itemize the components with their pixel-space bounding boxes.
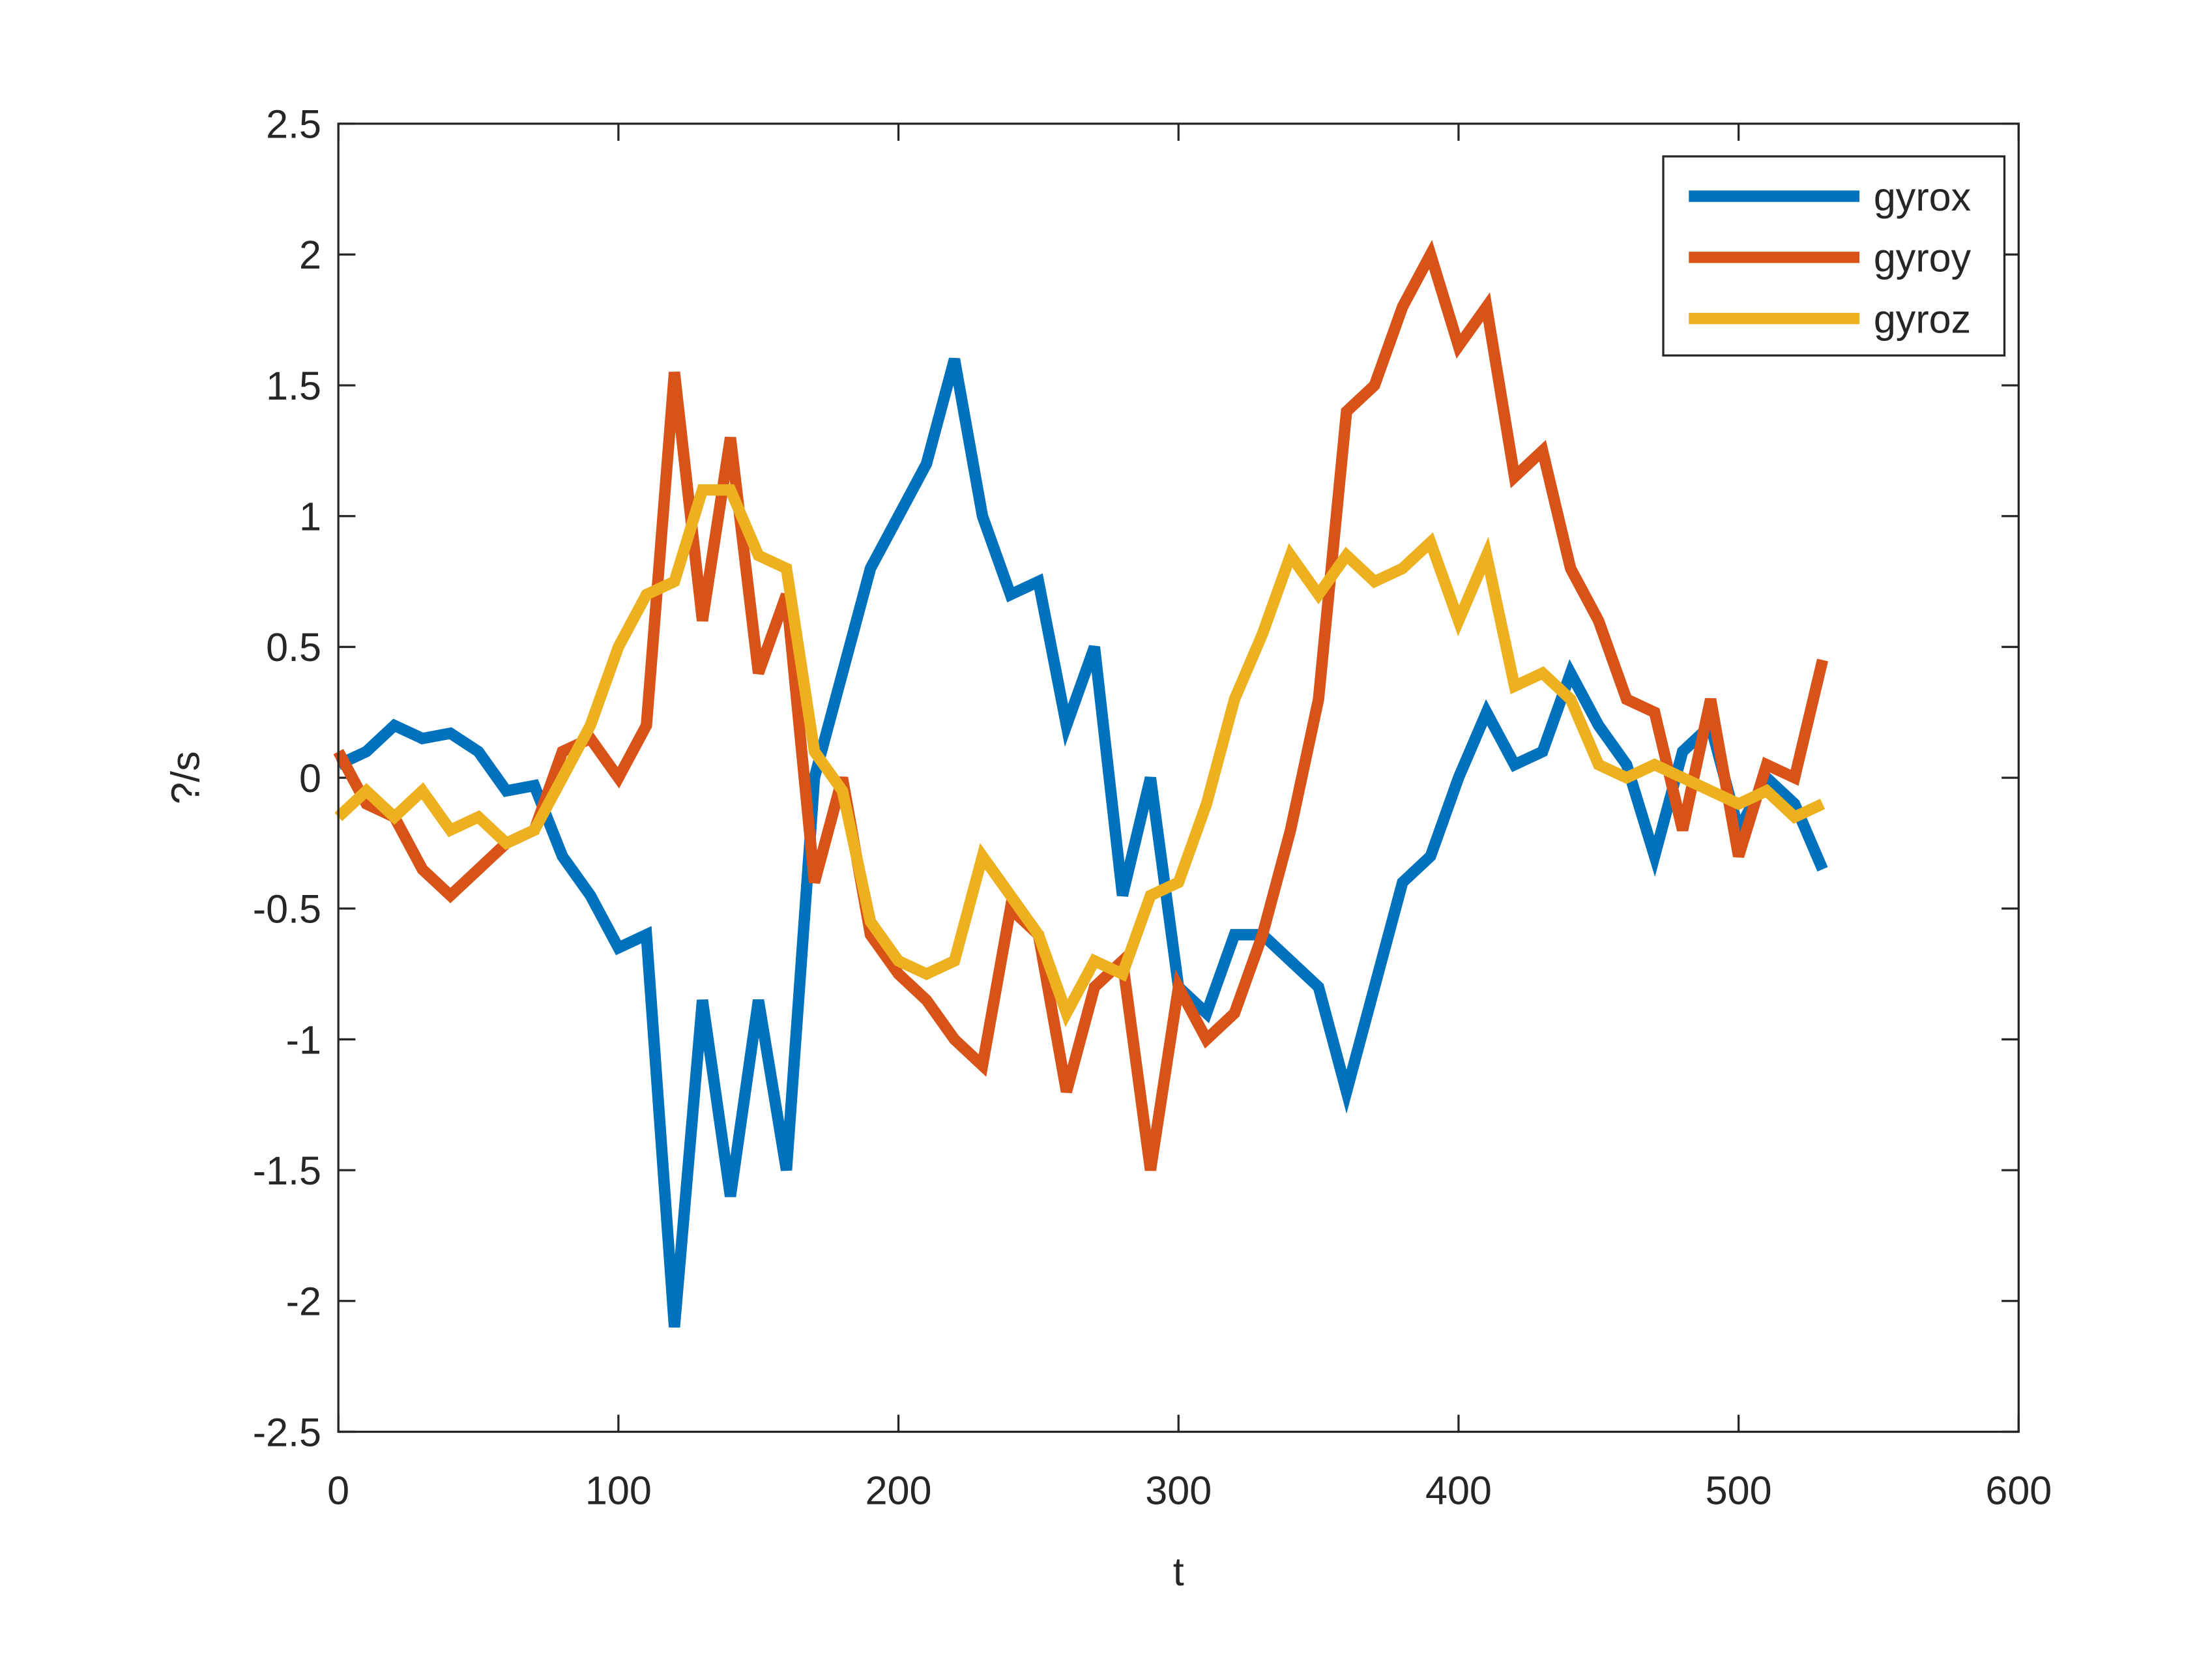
x-tick-label: 500 <box>1706 1469 1772 1513</box>
x-tick-label: 400 <box>1425 1469 1492 1513</box>
x-tick-label: 300 <box>1145 1469 1212 1513</box>
x-tick-label: 0 <box>327 1469 349 1513</box>
y-tick-label: -1 <box>286 1018 321 1062</box>
y-tick-label: -2.5 <box>253 1410 321 1454</box>
y-tick-label: 1.5 <box>266 364 321 408</box>
x-tick-label: 200 <box>866 1469 932 1513</box>
legend-label: gyroy <box>1874 236 1972 280</box>
y-axis-label: ?/s <box>163 751 207 804</box>
y-tick-label: -2 <box>286 1280 321 1324</box>
x-tick-label: 100 <box>585 1469 652 1513</box>
y-tick-label: 0.5 <box>266 625 321 669</box>
y-tick-label: 2.5 <box>266 102 321 147</box>
y-tick-label: 1 <box>299 495 321 539</box>
legend-label: gyrox <box>1874 175 1971 219</box>
y-tick-label: 2 <box>299 233 321 277</box>
series-line <box>334 484 1826 1027</box>
y-tick-label: -0.5 <box>253 887 321 932</box>
y-tick-label: -1.5 <box>253 1149 321 1193</box>
series-line <box>336 357 1828 1328</box>
x-axis-label: t <box>1173 1549 1184 1594</box>
y-tick-label: 0 <box>299 756 321 800</box>
axes-box <box>337 123 2020 1433</box>
legend-label: gyroz <box>1874 297 1971 341</box>
x-tick-label: 600 <box>1985 1469 2052 1513</box>
